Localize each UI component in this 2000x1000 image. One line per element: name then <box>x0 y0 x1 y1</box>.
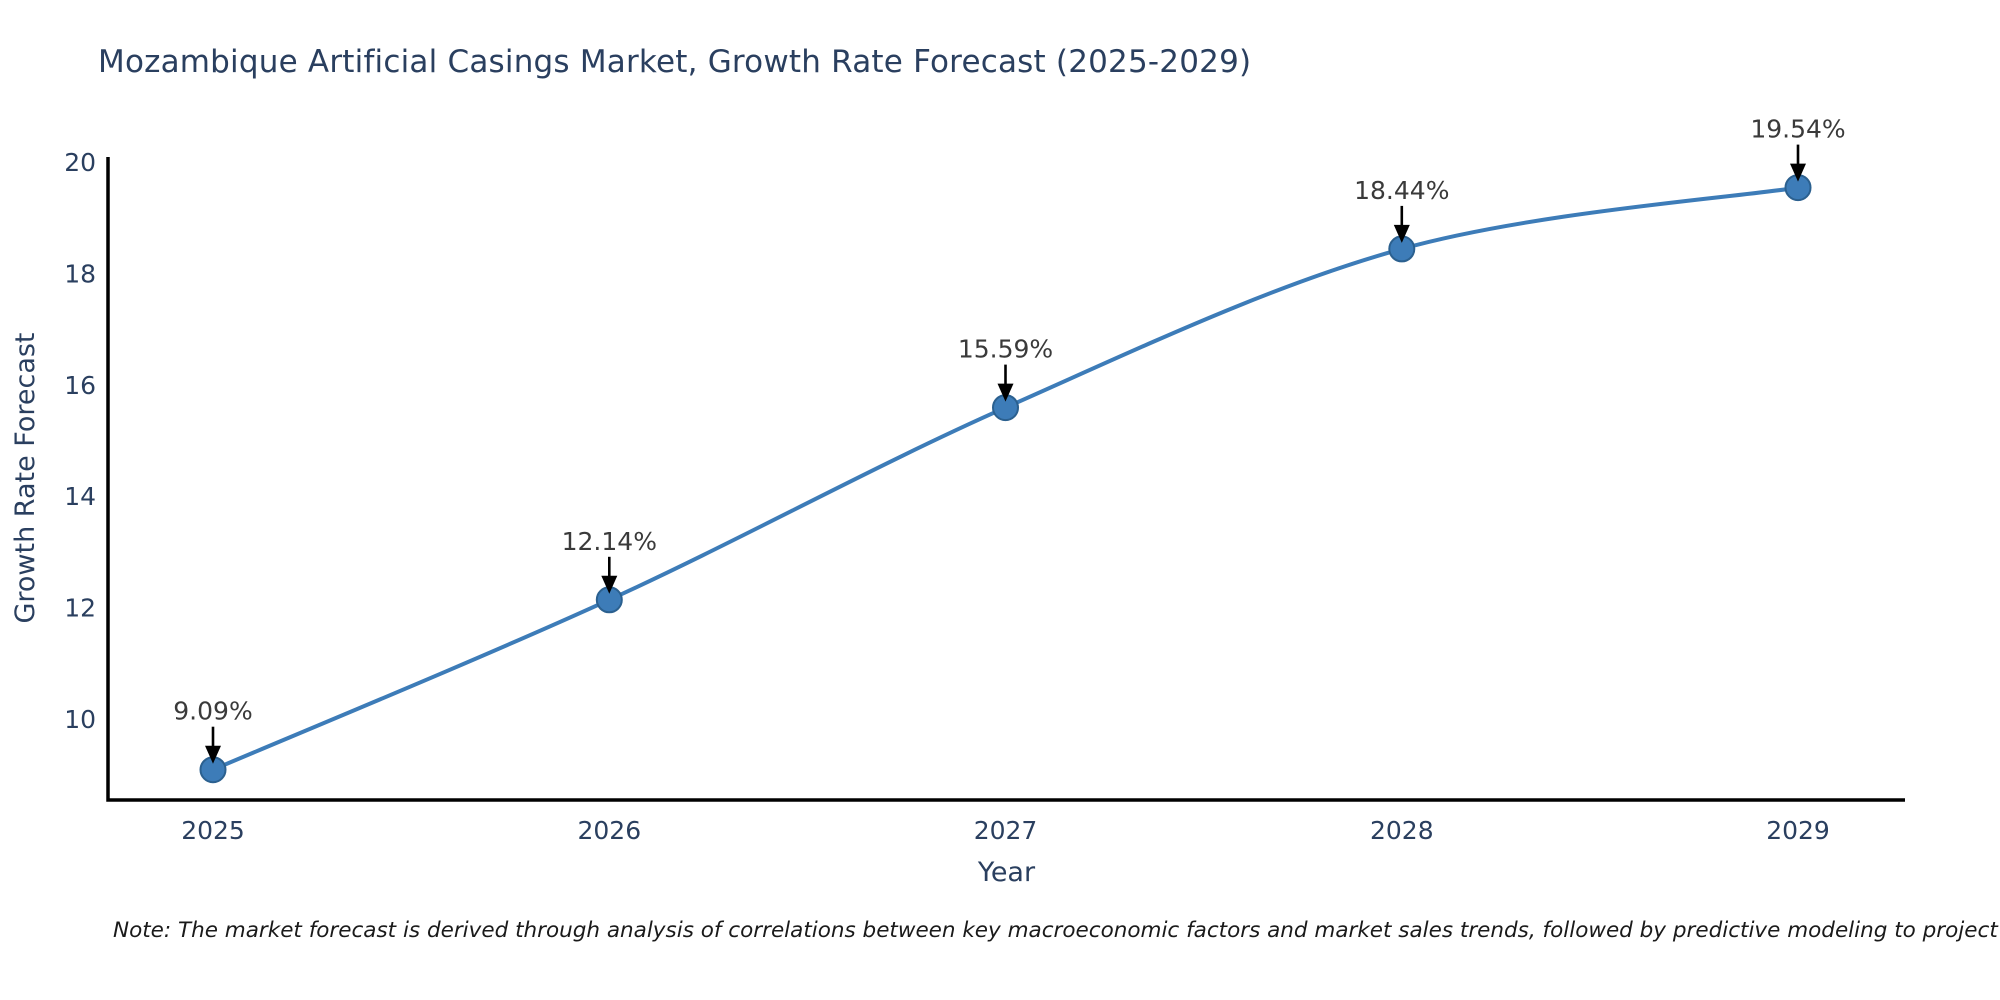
annotation-label: 19.54% <box>1750 115 1845 144</box>
chart-footnote: Note: The market forecast is derived thr… <box>113 918 2000 943</box>
y-tick-label: 10 <box>64 705 96 734</box>
x-tick-label: 2027 <box>974 816 1038 845</box>
y-tick-label: 16 <box>64 371 96 400</box>
y-tick-label: 12 <box>64 594 96 623</box>
x-tick-label: 2028 <box>1370 816 1434 845</box>
y-axis-title: Growth Rate Forecast <box>10 332 41 623</box>
y-tick-label: 20 <box>64 148 96 177</box>
annotation-arrow-head <box>997 383 1014 402</box>
axis-lines <box>106 157 1905 802</box>
data-line <box>211 185 1800 772</box>
annotation-label: 9.09% <box>173 697 252 726</box>
x-axis-title: Year <box>977 857 1036 888</box>
annotation-arrow-head <box>1790 163 1806 182</box>
x-tick-label: 2026 <box>577 816 641 845</box>
annotation-label: 18.44% <box>1354 176 1449 205</box>
y-tick-label: 14 <box>64 482 96 511</box>
annotation-arrow-head <box>205 745 221 764</box>
y-tick-label: 18 <box>64 259 96 288</box>
annotation-arrow-head <box>1393 224 1410 243</box>
x-tick-label: 2025 <box>181 816 245 845</box>
annotation-arrow-head <box>601 575 618 594</box>
x-tick-label: 2029 <box>1766 816 1830 845</box>
chart-title: Mozambique Artificial Casings Market, Gr… <box>98 44 1252 80</box>
annotation-label: 12.14% <box>562 527 657 556</box>
annotation-label: 15.59% <box>958 335 1053 364</box>
